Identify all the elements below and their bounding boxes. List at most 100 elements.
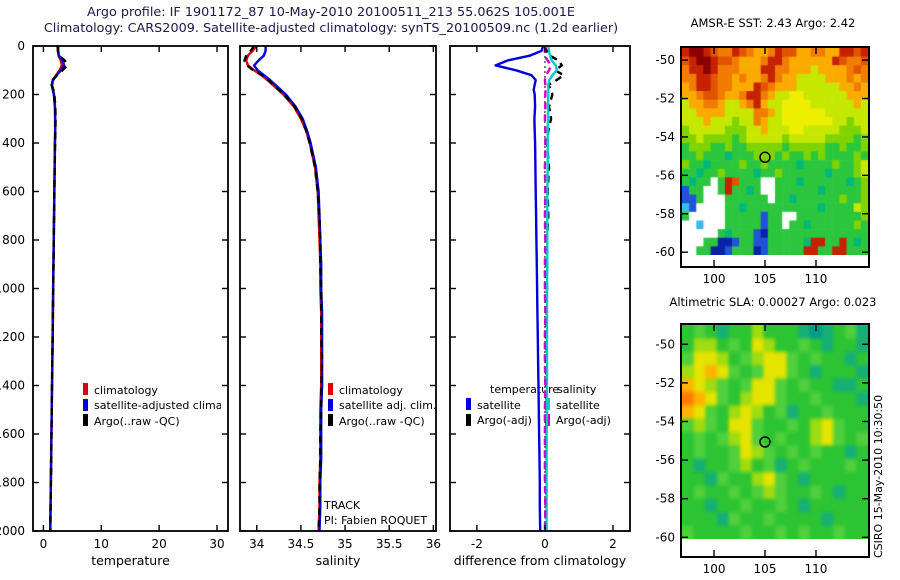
difference-axis-label: difference from climatology [453, 553, 627, 568]
lat-tick-label: -52 [655, 92, 675, 106]
x-tick-label: 20 [152, 537, 167, 551]
x-tick-label: 0 [541, 537, 549, 551]
salinity-series-line [244, 45, 323, 532]
legend-label: Argo(..raw -QC) [339, 414, 425, 428]
depth-tick-label: 1400 [0, 379, 25, 393]
lat-tick-label: -54 [655, 130, 675, 144]
difference-series-line [543, 45, 553, 532]
x-tick-label: 35 [337, 537, 352, 551]
pi-label: PI: Fabien ROQUET [324, 514, 428, 527]
difference-profile-panel: temperature satellite Argo(-adj) salinit… [449, 45, 631, 551]
depth-tick-label: 400 [2, 136, 25, 150]
x-tick-label: 34 [249, 537, 264, 551]
figure-title: Argo profile: IF 1901172_87 10-May-2010 … [0, 5, 662, 37]
lon-tick-label: 110 [805, 562, 828, 576]
lat-tick-label: -58 [655, 207, 675, 221]
argo-position-marker [759, 436, 771, 448]
temperature-series-line [49, 45, 69, 532]
lon-tick-label: 105 [754, 272, 777, 286]
depth-tick-label: 1600 [0, 427, 25, 441]
x-tick-label: 34.5 [288, 537, 315, 551]
satellite-adjusted-line-swatch [83, 398, 88, 411]
csiro-timestamp: CSIRO 15-May-2010 10:30:50 [872, 394, 885, 558]
figure-title-line1: Argo profile: IF 1901172_87 10-May-2010 … [87, 5, 575, 20]
depth-tick-label: 1200 [0, 330, 25, 344]
depth-tick-label: 2000 [0, 524, 25, 538]
legend-label: satellite-adjusted climatology [94, 399, 221, 412]
legend-label: Argo(..raw -QC) [94, 414, 180, 428]
lat-tick-label: -56 [655, 453, 675, 467]
legend-item: climatology [328, 382, 436, 398]
salinity-axis-label: salinity [315, 553, 361, 568]
legend-header: salinity [557, 383, 597, 396]
x-tick-label: 2 [609, 537, 617, 551]
x-tick-label: 36 [426, 537, 441, 551]
legend-item: Argo(..raw -QC) [83, 413, 221, 429]
argo-raw-line-swatch [83, 414, 88, 426]
depth-tick-label: 0 [17, 39, 25, 53]
legend-item: satellite-adjusted climatology [83, 398, 221, 414]
difference-series-line [545, 45, 559, 531]
legend-item: Argo(-adj) [466, 413, 559, 429]
x-tick-label: -2 [471, 537, 483, 551]
depth-tick-label: 600 [2, 185, 25, 199]
lon-tick-label: 105 [754, 562, 777, 576]
lon-tick-label: 100 [703, 272, 726, 286]
temperature-legend: climatology satellite-adjusted climatolo… [83, 382, 221, 429]
climatology-line-swatch [328, 383, 333, 395]
sla-heatmap-canvas [682, 325, 868, 539]
sla-axes-svg: -50 -52 -54 -56 -58 -60 100 105 110 [655, 325, 868, 576]
legend-header: temperature [490, 383, 560, 396]
x-tick-label: 35.5 [376, 537, 403, 551]
x-tick-label: 10 [94, 537, 109, 551]
axes-frame [32, 45, 229, 532]
sst-heatmap-canvas [682, 48, 868, 255]
temp-satellite-line-swatch [466, 398, 471, 410]
legend-item: satellite [466, 397, 559, 413]
salinity-series-line [252, 46, 324, 532]
temperature-plot-svg: 0 10 20 30 0 200 400 600 800 1000 1200 1400 1600 1800… [0, 39, 229, 551]
legend-item: Argo(..raw -QC) [328, 413, 436, 429]
sst-axes-svg: -50 -52 -54 -56 -58 -60 100 105 110 [655, 48, 868, 286]
figure-title-line2: Climatology: CARS2009. Satellite-adjuste… [43, 21, 619, 36]
argo-position-marker [759, 151, 771, 164]
depth-tick-label: 1000 [0, 282, 25, 296]
legend-item: satellite adj. clim. [328, 398, 436, 414]
track-label: TRACK [324, 499, 361, 512]
salinity-series-line [243, 45, 324, 532]
lon-tick-label: 100 [703, 562, 726, 576]
legend-label: satellite adj. clim. [339, 399, 437, 412]
legend-label: satellite [556, 398, 600, 412]
temperature-axis-label: temperature [91, 553, 170, 568]
sla-map-title: Altimetric SLA: 0.00027 Argo: 0.023 [669, 295, 877, 309]
satellite-adj-clim-line-swatch [328, 398, 333, 411]
difference-series-line [494, 45, 545, 532]
argo-raw-line-swatch [328, 414, 333, 426]
temperature-profile-panel: climatology satellite-adjusted climatolo… [0, 39, 229, 551]
sla-heatmap-panel: -50 -52 -54 -56 -58 -60 100 105 110 [655, 323, 870, 576]
salinity-plot-svg: 34 34.5 35 35.5 36 [239, 45, 441, 551]
lat-tick-label: -60 [655, 245, 675, 259]
legend-label: climatology [94, 383, 158, 397]
x-tick-label: 0 [40, 537, 48, 551]
lat-tick-label: -50 [655, 337, 675, 351]
lat-tick-label: -50 [655, 53, 675, 67]
lat-tick-label: -52 [655, 376, 675, 390]
climatology-line-swatch [83, 383, 88, 395]
depth-tick-label: 800 [2, 233, 25, 247]
lat-tick-label: -56 [655, 168, 675, 182]
lon-tick-label: 110 [805, 272, 828, 286]
lat-tick-label: -60 [655, 530, 675, 544]
sst-map-title: AMSR-E SST: 2.43 Argo: 2.42 [690, 16, 856, 30]
axes-frame [239, 45, 437, 532]
legend-label: Argo(-adj) [556, 414, 611, 427]
difference-temperature-legend: temperature satellite Argo(-adj) [466, 382, 559, 428]
lat-tick-label: -54 [655, 414, 675, 428]
legend-label: satellite [477, 398, 521, 412]
difference-plot-svg: -2 0 2 [449, 45, 631, 551]
lat-tick-label: -58 [655, 492, 675, 506]
temp-argo-adj-line-swatch [466, 413, 471, 426]
salinity-legend: climatology satellite adj. clim. Argo(..… [328, 382, 436, 429]
legend-item: climatology [83, 382, 221, 398]
